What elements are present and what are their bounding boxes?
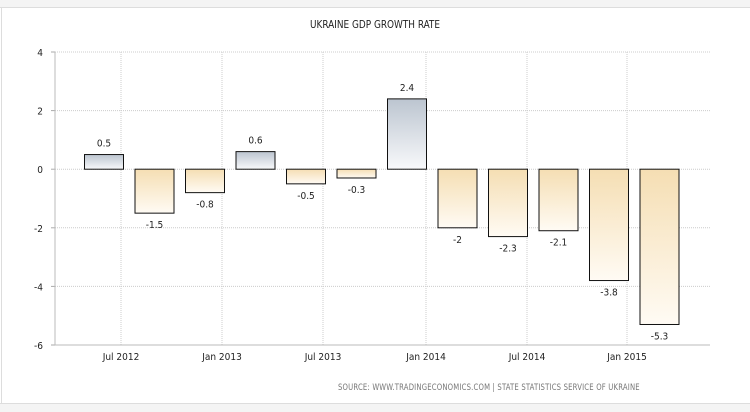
source-note: SOURCE: WWW.TRADINGECONOMICS.COM | STATE… bbox=[338, 383, 640, 393]
bar bbox=[235, 151, 276, 170]
bar bbox=[286, 168, 326, 185]
data-label: -0.5 bbox=[297, 191, 315, 202]
x-tick-label: Jul 2012 bbox=[102, 352, 140, 363]
data-label: -0.8 bbox=[196, 200, 214, 211]
data-label: 2.4 bbox=[400, 83, 415, 94]
y-tick-label: 0 bbox=[37, 165, 43, 176]
top-band bbox=[0, 0, 750, 8]
bottom-band bbox=[0, 403, 750, 412]
left-border bbox=[1, 7, 2, 404]
x-tick-label: Jan 2014 bbox=[405, 352, 446, 363]
bar bbox=[387, 98, 427, 170]
y-tick-label: -4 bbox=[34, 282, 43, 293]
bar bbox=[185, 168, 225, 194]
bar bbox=[134, 168, 175, 214]
data-label: -2.3 bbox=[499, 244, 517, 255]
data-label: 0.6 bbox=[248, 136, 263, 147]
data-label: -5.3 bbox=[651, 331, 669, 342]
bar bbox=[589, 168, 629, 282]
y-tick-label: -6 bbox=[34, 341, 43, 352]
x-tick-label: Jul 2014 bbox=[508, 352, 546, 363]
bar bbox=[84, 154, 124, 170]
x-tick-label: Jan 2013 bbox=[201, 352, 242, 363]
chart-title: UKRAINE GDP GROWTH RATE bbox=[310, 18, 440, 31]
data-label: -3.8 bbox=[600, 288, 618, 299]
data-label: -2.1 bbox=[550, 238, 568, 249]
data-label: -1.5 bbox=[146, 220, 164, 231]
bar bbox=[538, 168, 579, 232]
data-label: 0.5 bbox=[97, 139, 111, 150]
y-tick-label: -2 bbox=[34, 224, 43, 235]
bar bbox=[488, 168, 528, 238]
bar bbox=[437, 168, 478, 229]
x-tick-label: Jan 2015 bbox=[606, 352, 647, 363]
y-tick-label: 4 bbox=[37, 48, 43, 59]
bar bbox=[336, 168, 377, 179]
x-tick-label: Jul 2013 bbox=[304, 352, 342, 363]
data-label: -0.3 bbox=[348, 185, 366, 196]
bar bbox=[639, 168, 680, 325]
data-label: -2 bbox=[453, 235, 462, 246]
y-tick-label: 2 bbox=[37, 107, 43, 118]
